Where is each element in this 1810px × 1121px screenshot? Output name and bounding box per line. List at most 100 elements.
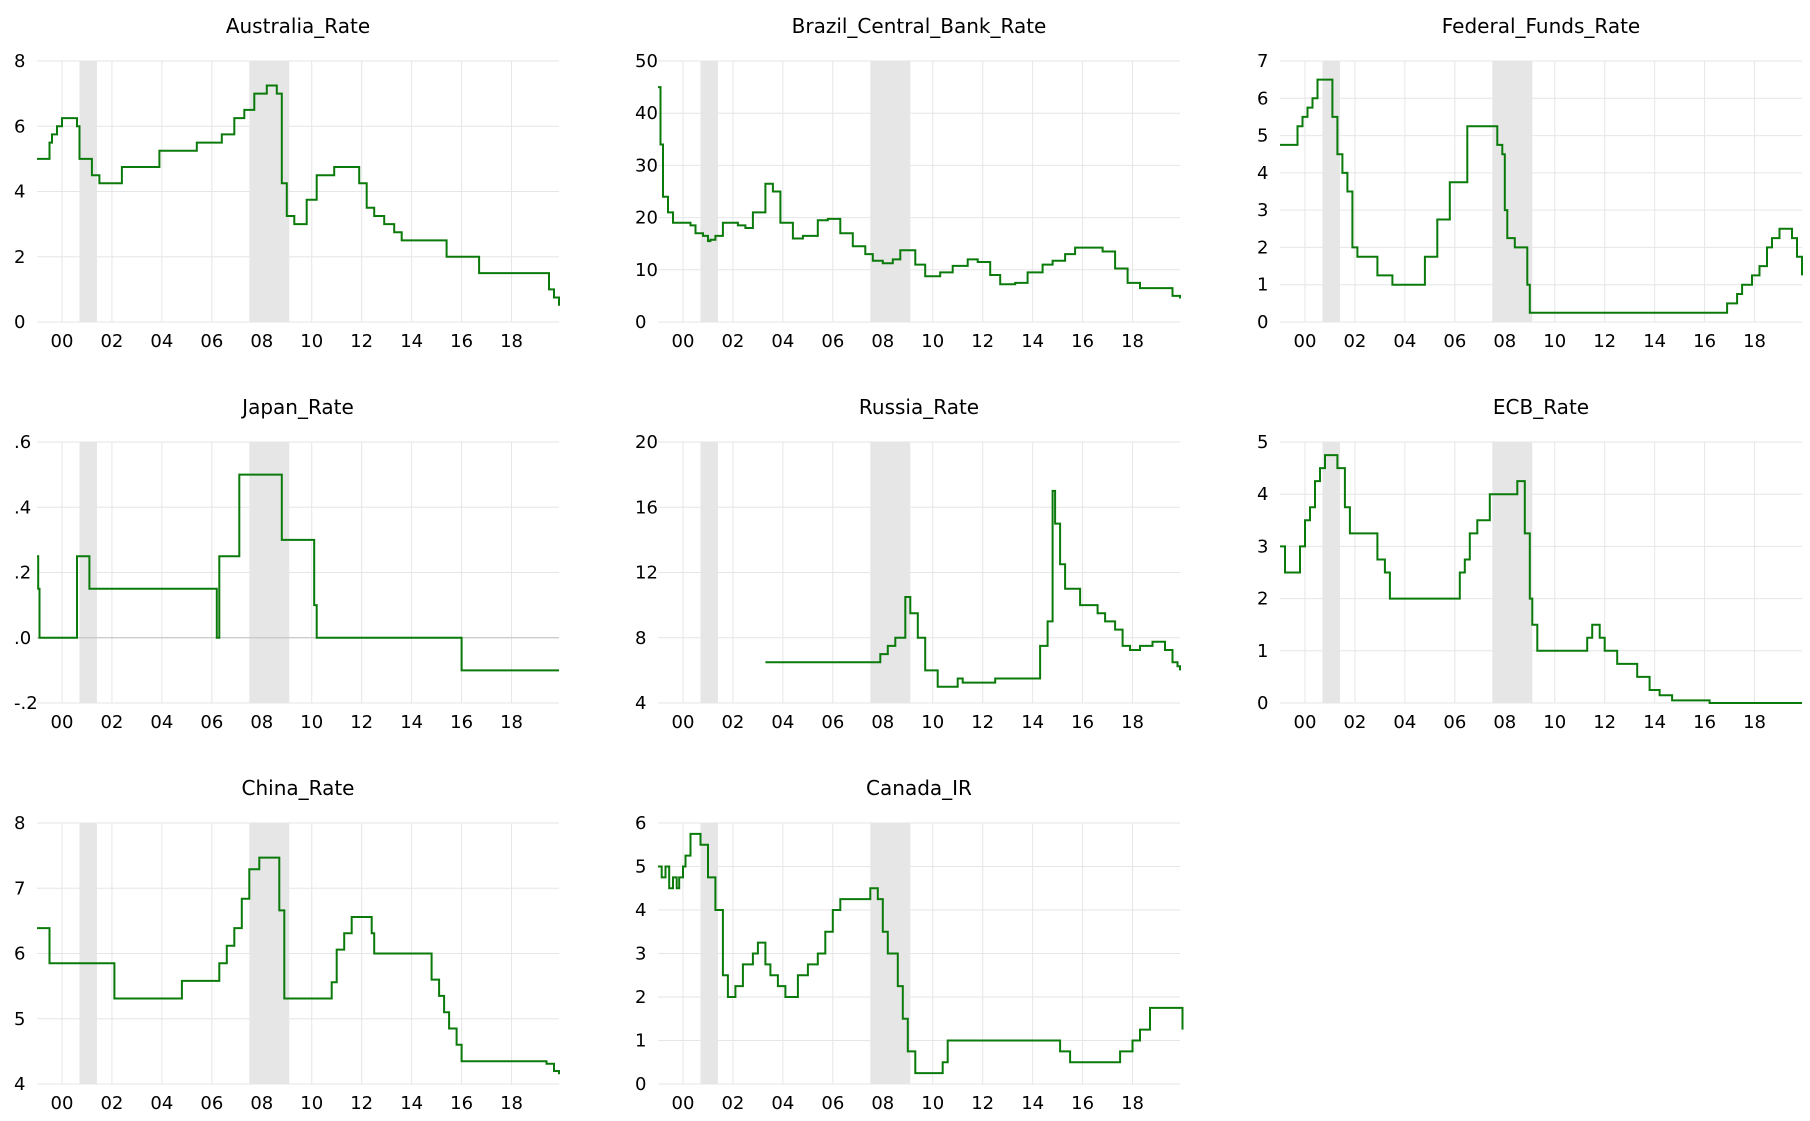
x-tick-label: 14 [400, 1093, 423, 1114]
x-tick-label: 00 [672, 331, 695, 352]
y-tick-label: 20 [635, 432, 658, 453]
x-tick-label: 02 [1343, 331, 1366, 352]
x-tick-label: 00 [672, 712, 695, 733]
y-tick-label: 1 [1257, 641, 1268, 662]
x-tick-label: 16 [1693, 331, 1716, 352]
x-tick-label: 06 [200, 712, 223, 733]
x-tick-label: 10 [921, 1093, 944, 1114]
y-tick-label: 1 [635, 1031, 646, 1052]
y-tick-label: 7 [14, 878, 25, 899]
x-tick-label: 02 [1343, 712, 1366, 733]
x-tick-label: 12 [350, 1093, 373, 1114]
y-tick-label: .6 [14, 432, 31, 453]
x-tick-label: 12 [350, 331, 373, 352]
x-tick-label: 04 [1393, 712, 1416, 733]
series-line [37, 84, 560, 306]
y-tick-label: 3 [1257, 200, 1268, 221]
y-tick-label: 0 [1257, 693, 1268, 714]
x-tick-label: 16 [1693, 712, 1716, 733]
y-tick-label: 7 [1257, 51, 1268, 72]
y-tick-label: 5 [1257, 432, 1268, 453]
y-tick-label: 2 [635, 987, 646, 1008]
x-tick-label: 06 [821, 331, 844, 352]
y-tick-label: .0 [14, 628, 31, 649]
recession-band [1492, 442, 1533, 703]
x-tick-label: 14 [1643, 712, 1666, 733]
x-tick-label: 10 [921, 331, 944, 352]
y-tick-label: 20 [635, 208, 658, 229]
x-tick-label: 00 [51, 712, 74, 733]
recession-band [700, 61, 718, 322]
x-tick-label: 02 [100, 712, 123, 733]
x-tick-label: 10 [1543, 331, 1566, 352]
x-tick-label: 16 [1071, 331, 1094, 352]
y-tick-label: 5 [14, 1009, 25, 1030]
chart-title: China_Rate [242, 776, 355, 800]
x-tick-label: 04 [1393, 331, 1416, 352]
x-tick-label: 14 [1643, 331, 1666, 352]
x-tick-label: 12 [971, 1093, 994, 1114]
x-tick-label: 12 [1593, 331, 1616, 352]
x-tick-label: 12 [971, 331, 994, 352]
x-tick-label: 14 [1021, 712, 1044, 733]
x-tick-label: 08 [250, 712, 273, 733]
x-tick-label: 18 [500, 331, 523, 352]
y-tick-label: 6 [14, 116, 25, 137]
y-tick-label: 16 [635, 497, 658, 518]
series-line [37, 473, 559, 672]
x-tick-label: 02 [721, 331, 744, 352]
y-tick-label: 0 [14, 312, 25, 333]
recession-band [1322, 442, 1340, 703]
x-tick-label: 10 [300, 712, 323, 733]
x-tick-label: 04 [150, 1093, 173, 1114]
x-tick-label: 00 [51, 1093, 74, 1114]
x-tick-label: 10 [300, 331, 323, 352]
x-tick-label: 08 [871, 1093, 894, 1114]
y-tick-label: 5 [635, 857, 646, 878]
chart-title: Canada_IR [866, 776, 972, 800]
y-tick-label: 40 [635, 103, 658, 124]
y-tick-label: 4 [14, 182, 25, 203]
x-tick-label: 08 [871, 712, 894, 733]
x-tick-label: 14 [1021, 331, 1044, 352]
y-tick-label: 8 [14, 813, 25, 834]
x-tick-label: 16 [450, 1093, 473, 1114]
y-tick-label: .4 [14, 497, 31, 518]
series-line [658, 86, 1181, 299]
x-tick-label: 08 [250, 331, 273, 352]
x-tick-label: 04 [150, 331, 173, 352]
y-tick-label: 0 [635, 1074, 646, 1095]
chart-title: Japan_Rate [240, 395, 354, 419]
x-tick-label: 08 [1493, 712, 1516, 733]
x-tick-label: 14 [400, 331, 423, 352]
y-tick-label: 5 [1257, 126, 1268, 147]
x-tick-label: 06 [821, 712, 844, 733]
y-tick-label: 12 [635, 563, 658, 584]
y-tick-label: 4 [635, 693, 646, 714]
x-tick-label: 02 [721, 1093, 744, 1114]
y-tick-label: .2 [14, 563, 31, 584]
x-tick-label: 12 [971, 712, 994, 733]
x-tick-label: 00 [51, 331, 74, 352]
x-tick-label: 00 [1294, 331, 1317, 352]
x-tick-label: 16 [1071, 712, 1094, 733]
x-tick-label: 14 [400, 712, 423, 733]
x-tick-label: 16 [450, 331, 473, 352]
x-tick-label: 02 [100, 1093, 123, 1114]
x-tick-label: 06 [200, 1093, 223, 1114]
chart-panel-1: Brazil_Central_Bank_Rate 0 10 20 30 40 50 00 02 0… [635, 14, 1181, 352]
y-tick-label: 4 [635, 900, 646, 921]
chart-title: Federal_Funds_Rate [1442, 14, 1641, 38]
x-tick-label: 06 [1443, 712, 1466, 733]
y-tick-label: 1 [1257, 275, 1268, 296]
x-tick-label: 04 [771, 712, 794, 733]
x-tick-label: 10 [300, 1093, 323, 1114]
series-line [1280, 454, 1802, 704]
series-line [37, 856, 560, 1075]
x-tick-label: 10 [1543, 712, 1566, 733]
x-tick-label: 00 [672, 1093, 695, 1114]
